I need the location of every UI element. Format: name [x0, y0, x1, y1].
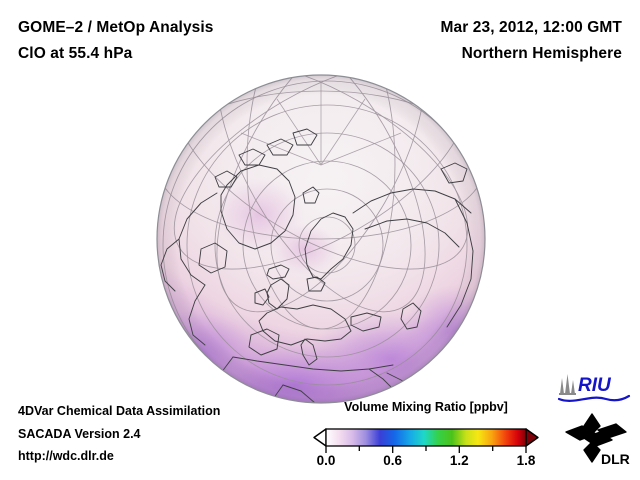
website-link[interactable]: http://wdc.dlr.de: [18, 449, 114, 463]
timestamp-label: Mar 23, 2012, 12:00 GMT: [440, 19, 622, 36]
species-level-label: ClO at 55.4 hPa: [18, 45, 133, 62]
method-label: 4DVar Chemical Data Assimilation: [18, 404, 221, 418]
header-left: GOME–2 / MetOp Analysis ClO at 55.4 hPa: [18, 15, 214, 67]
colorbar-arrow-right: [525, 428, 539, 447]
colorbar-arrow-left: [313, 428, 327, 447]
riu-wordmark: RIU: [578, 375, 612, 396]
footer-left: 4DVar Chemical Data Assimilation SACADA …: [18, 400, 220, 468]
dlr-wordmark: DLR: [601, 451, 630, 467]
header-right: Mar 23, 2012, 12:00 GMT Northern Hemisph…: [440, 15, 622, 67]
colorbar-tick-label: 1.2: [450, 453, 469, 468]
colorbar-ticks: [325, 446, 527, 453]
hemisphere-label: Northern Hemisphere: [461, 45, 622, 62]
riu-logo: RIU: [556, 372, 632, 406]
colorbar-gradient: [325, 428, 527, 447]
colorbar-tick-label: 1.8: [517, 453, 536, 468]
dlr-logo: DLR: [562, 412, 636, 468]
globe-outline: [156, 74, 486, 404]
limb-shading: [157, 75, 485, 403]
globe-disk: [156, 74, 486, 404]
dlr-mark-icon: [565, 413, 627, 463]
version-label: SACADA Version 2.4: [18, 426, 141, 441]
colorbar-tick-label: 0.0: [317, 453, 336, 468]
colorbar-title: Volume Mixing Ratio [ppbv]: [344, 400, 508, 414]
colorbar-tick-label: 0.6: [383, 453, 402, 468]
analysis-title: GOME–2 / MetOp Analysis: [18, 19, 214, 36]
riu-swoosh-icon: [557, 394, 631, 402]
riu-tower-icon: [559, 374, 576, 395]
globe-map: [155, 73, 487, 405]
colorbar: Volume Mixing Ratio [ppbv]: [312, 400, 540, 468]
colorbar-tick-labels: 0.0 0.6 1.2 1.8: [317, 453, 536, 468]
